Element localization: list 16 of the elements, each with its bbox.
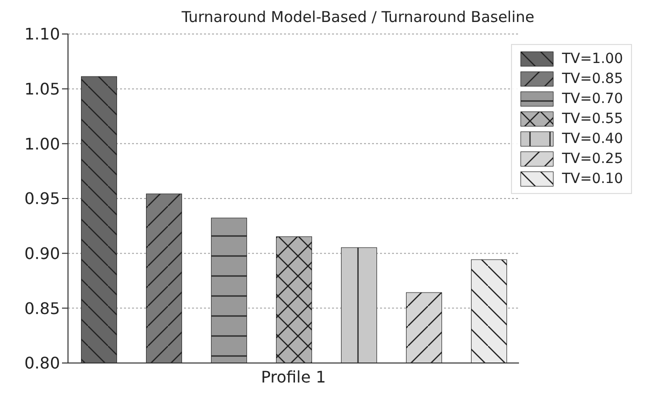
y-tick-label: 1.00: [24, 134, 60, 154]
legend-label: TV=0.55: [562, 110, 623, 129]
y-tick-label: 1.05: [24, 80, 60, 99]
y-tick-label: 0.85: [24, 298, 60, 318]
y-tick-label: 1.10: [24, 24, 60, 44]
y-tick-label: 0.95: [24, 189, 60, 208]
y-tick-label: 0.80: [24, 354, 60, 373]
chart-title: Turnaround Model-Based / Turnaround Baseline: [180, 8, 536, 26]
legend-label: TV=0.85: [562, 70, 623, 89]
x-tick-label: Profile 1: [260, 367, 326, 386]
legend-label: TV=0.70: [562, 90, 623, 109]
legend-label: TV=0.40: [562, 130, 623, 149]
legend-label: TV=0.25: [562, 150, 623, 169]
legend-label: TV=0.10: [562, 170, 623, 189]
y-tick-label: 0.90: [24, 244, 60, 264]
legend-label: TV=1.00: [562, 50, 623, 69]
